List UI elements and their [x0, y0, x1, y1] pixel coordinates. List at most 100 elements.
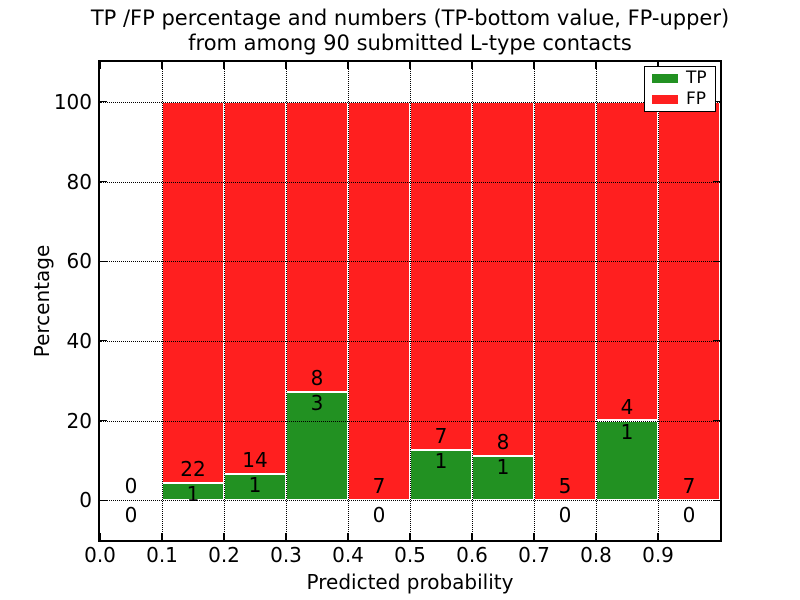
- y-tick-mark-right: [713, 180, 720, 183]
- fp-bar: [348, 101, 410, 501]
- tp-bar: [286, 391, 348, 501]
- v-gridline: [534, 62, 535, 540]
- x-tick-mark: [285, 533, 287, 540]
- x-tick-mark: [533, 533, 535, 540]
- x-tick-mark-top: [161, 62, 163, 69]
- v-gridline: [596, 62, 597, 540]
- v-gridline: [410, 62, 411, 540]
- x-tick-mark-top: [471, 62, 473, 69]
- v-gridline: [162, 62, 163, 540]
- x-tick-mark: [409, 533, 411, 540]
- tp-count-annotation: 0: [124, 503, 138, 528]
- x-tick-mark-top: [409, 62, 411, 69]
- tp-count-annotation: 0: [558, 503, 572, 528]
- y-tick-mark-right: [713, 101, 720, 103]
- x-tick-mark-top: [657, 62, 659, 69]
- y-tick-label: 40: [66, 328, 92, 353]
- plot-area: 0 0 22 1 14 1 8 3 7 0 7 1 8 1 5 0 4 1 7 0: [98, 60, 722, 542]
- x-tick-label: 0.0: [84, 543, 116, 567]
- x-tick-label: 0.2: [208, 543, 240, 567]
- y-tick-label: 0: [79, 488, 92, 513]
- x-tick-mark: [347, 533, 349, 540]
- v-gridline: [286, 62, 287, 540]
- y-tick-mark-right: [713, 340, 720, 342]
- x-tick-mark: [595, 533, 597, 540]
- x-tick-label: 0.3: [270, 543, 302, 567]
- tp-bar: [224, 473, 286, 501]
- tp-count-annotation: 3: [310, 390, 324, 415]
- y-tick-mark: [100, 499, 107, 501]
- fp-bar: [472, 101, 534, 456]
- tp-count-annotation: 1: [186, 481, 200, 506]
- x-tick-mark: [657, 533, 659, 540]
- chart-title-line1: TP /FP percentage and numbers (TP-bottom…: [90, 6, 730, 30]
- x-tick-mark-top: [285, 62, 287, 69]
- x-tick-mark-top: [347, 62, 349, 69]
- fp-bar: [286, 101, 348, 392]
- y-tick-mark-right: [713, 419, 720, 422]
- legend-item-fp: FP: [645, 91, 715, 108]
- y-tick-mark: [100, 260, 107, 262]
- y-tick-label: 20: [66, 408, 92, 433]
- legend-label-fp: FP: [686, 89, 707, 109]
- fp-bar: [534, 101, 596, 501]
- fp-bar: [162, 101, 224, 483]
- fp-bar: [658, 101, 720, 501]
- x-tick-label: 0.5: [394, 543, 426, 567]
- x-tick-mark: [471, 533, 473, 540]
- fp-bar: [224, 101, 286, 474]
- fp-count-annotation: 7: [434, 424, 448, 449]
- legend: TP FP: [644, 66, 716, 112]
- fp-count-annotation: 14: [242, 447, 268, 472]
- fp-bar: [410, 101, 472, 451]
- x-tick-mark: [161, 533, 163, 540]
- tp-count-annotation: 0: [372, 503, 386, 528]
- v-gridline: [472, 62, 473, 540]
- y-tick-label: 60: [66, 249, 92, 274]
- tp-count-annotation: 0: [682, 503, 696, 528]
- x-tick-mark: [223, 533, 225, 540]
- x-tick-label: 0.8: [580, 543, 612, 567]
- fp-count-annotation: 5: [558, 474, 572, 499]
- fp-count-annotation: 0: [124, 474, 138, 499]
- chart-title-line2: from among 90 submitted L-type contacts: [188, 31, 632, 55]
- y-tick-label: 100: [53, 89, 92, 114]
- y-tick-mark: [100, 419, 107, 422]
- fp-count-annotation: 7: [682, 474, 696, 499]
- x-tick-label: 0.6: [456, 543, 488, 567]
- tp-count-annotation: 1: [434, 449, 448, 474]
- fp-count-annotation: 4: [620, 394, 634, 419]
- y-tick-label: 80: [66, 169, 92, 194]
- x-tick-mark-top: [99, 62, 101, 69]
- fp-count-annotation: 22: [180, 456, 206, 481]
- legend-swatch-fp-icon: [652, 95, 678, 104]
- y-tick-mark-right: [713, 260, 720, 262]
- x-tick-label: 0.4: [332, 543, 364, 567]
- x-tick-label: 0.9: [642, 543, 674, 567]
- y-tick-mark: [100, 340, 107, 342]
- fp-count-annotation: 8: [310, 365, 324, 390]
- x-tick-label: 0.1: [146, 543, 178, 567]
- y-tick-mark: [100, 101, 107, 103]
- x-tick-mark-top: [223, 62, 225, 69]
- x-tick-label: 0.7: [518, 543, 550, 567]
- v-gridline: [348, 62, 349, 540]
- legend-item-tp: TP: [645, 70, 715, 87]
- tp-count-annotation: 1: [620, 419, 634, 444]
- legend-swatch-tp-icon: [652, 74, 678, 83]
- v-gridline: [658, 62, 659, 540]
- x-axis-label: Predicted probability: [306, 570, 514, 594]
- x-tick-mark-top: [533, 62, 535, 69]
- legend-label-tp: TP: [686, 68, 707, 88]
- y-tick-mark-right: [713, 499, 720, 501]
- tp-count-annotation: 1: [496, 454, 510, 479]
- fp-count-annotation: 7: [372, 474, 386, 499]
- tp-count-annotation: 1: [248, 472, 262, 497]
- x-tick-mark-top: [595, 62, 597, 69]
- fp-count-annotation: 8: [496, 429, 510, 454]
- v-gridline: [224, 62, 225, 540]
- chart-title: TP /FP percentage and numbers (TP-bottom…: [91, 6, 729, 56]
- y-tick-mark: [100, 180, 107, 183]
- x-tick-mark: [99, 533, 101, 540]
